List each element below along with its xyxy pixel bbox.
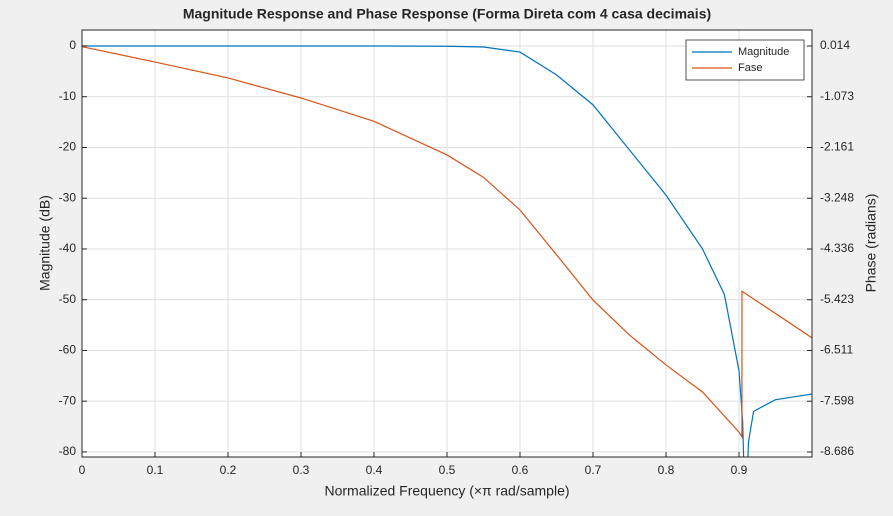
- chart-title: Magnitude Response and Phase Response (F…: [183, 6, 711, 22]
- y-tick-label: -40: [59, 241, 77, 255]
- legend-label: Magnitude: [738, 46, 789, 58]
- legend-box: [685, 39, 805, 81]
- series-line: [82, 45, 812, 457]
- y-tick-label: -30: [59, 190, 77, 204]
- x-axis-label: Normalized Frequency (×π rad/sample): [324, 483, 569, 499]
- y2-tick-label: -7.598: [820, 393, 854, 407]
- series-line: [82, 46, 812, 439]
- x-tick-label: 0: [79, 463, 86, 477]
- x-tick-label: 0.5: [439, 463, 456, 477]
- y2-tick-label: -4.336: [820, 241, 854, 255]
- x-tick-label: 0.7: [585, 463, 602, 477]
- y2-tick-label: -6.511: [820, 343, 853, 357]
- y-tick-label: -20: [59, 140, 77, 154]
- x-tick-label: 0.9: [731, 463, 748, 477]
- y-tick-label: 0: [69, 38, 76, 52]
- y-tick-label: -60: [59, 343, 77, 357]
- x-tick-label: 0.2: [220, 463, 237, 477]
- legend-label: Fase: [738, 62, 762, 74]
- x-tick-label: 0.4: [366, 463, 383, 477]
- y2-tick-label: -8.686: [820, 444, 854, 458]
- x-tick-label: 0.1: [147, 463, 164, 477]
- y2-tick-label: 0.014: [820, 38, 850, 52]
- y2-axis-label: Phase (radians): [863, 194, 879, 293]
- y-axis-label: Magnitude (dB): [37, 195, 53, 291]
- y2-tick-label: -3.248: [820, 190, 854, 204]
- y2-tick-label: -2.161: [820, 140, 854, 154]
- y-tick-label: -80: [59, 444, 77, 458]
- y-tick-label: -50: [59, 292, 77, 306]
- x-tick-label: 0.3: [293, 463, 310, 477]
- x-tick-label: 0.6: [512, 463, 529, 477]
- y-tick-label: -10: [59, 89, 77, 103]
- x-tick-label: 0.8: [658, 463, 675, 477]
- y2-tick-label: -5.423: [820, 292, 854, 306]
- y2-tick-label: -1.073: [820, 89, 854, 103]
- y-tick-label: -70: [59, 393, 77, 407]
